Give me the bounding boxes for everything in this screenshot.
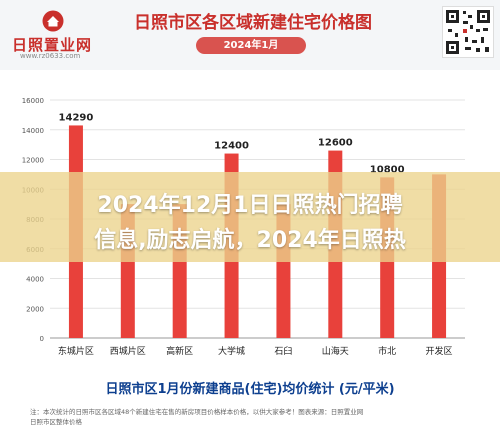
x-tick-label: 山海天 xyxy=(322,345,349,357)
y-tick-label: 4000 xyxy=(26,276,44,284)
y-tick-label: 16000 xyxy=(22,97,44,105)
x-tick-label: 西城片区 xyxy=(110,345,146,357)
footnote-line-2: 日照市区整体价格 xyxy=(30,418,82,426)
x-tick-label: 大学城 xyxy=(218,345,245,357)
x-tick-label: 东城片区 xyxy=(58,345,94,357)
x-tick-label: 石臼 xyxy=(274,345,292,357)
site-logo[interactable]: 日照置业网 www.rz0633.com xyxy=(12,10,122,62)
banner-headline-line-1: 2024年12月1日日照热门招聘 xyxy=(97,193,403,218)
data-label: 14290 xyxy=(59,112,94,123)
y-tick-label: 2000 xyxy=(26,305,44,313)
x-tick-label: 高新区 xyxy=(166,345,193,357)
data-label: 12400 xyxy=(214,141,249,152)
logo-url: www.rz0633.com xyxy=(20,52,81,60)
footnote: 注：本次统计的日照市区各区域48个新建住宅在售的新房项目价格样本价格，以供大家参… xyxy=(30,407,470,427)
x-tick-label: 市北 xyxy=(378,345,396,357)
banner-headline-line-2: 信息,励志启航，2024年日照热 xyxy=(94,228,406,253)
x-tick-label: 开发区 xyxy=(426,345,453,357)
y-tick-label: 12000 xyxy=(22,157,44,165)
header-band xyxy=(0,0,500,70)
qr-code-icon[interactable] xyxy=(442,6,494,58)
date-badge: 2024年1月 xyxy=(196,37,306,54)
logo-text: 日照置业网 xyxy=(12,36,93,54)
chart-caption: 日照市区1月份新建商品(住宅)均价统计 (元/平米) xyxy=(105,382,395,397)
data-label: 12600 xyxy=(318,138,353,149)
page-title: 日照市区各区域新建住宅价格图 xyxy=(134,13,372,33)
y-tick-label: 0 xyxy=(40,335,44,343)
footnote-line-1: 注：本次统计的日照市区各区域48个新建住宅在售的新房项目价格样本价格，以供大家参… xyxy=(30,408,364,416)
house-logo-icon xyxy=(42,10,64,32)
data-label: 10800 xyxy=(370,164,405,175)
overlay-banner: 2024年12月1日日照热门招聘 信息,励志启航，2024年日照热 xyxy=(0,172,500,262)
y-tick-label: 14000 xyxy=(22,127,44,135)
